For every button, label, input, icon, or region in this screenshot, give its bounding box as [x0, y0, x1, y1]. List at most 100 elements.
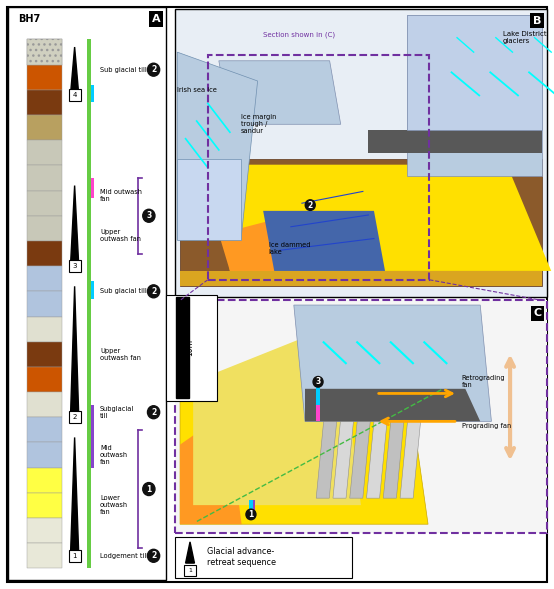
Bar: [91, 85, 94, 102]
Polygon shape: [294, 305, 491, 421]
Polygon shape: [350, 421, 370, 498]
Text: Sub glacial till: Sub glacial till: [100, 67, 147, 72]
Text: Upper
outwash fan: Upper outwash fan: [100, 230, 141, 243]
Bar: [27, 417, 62, 442]
Bar: [27, 90, 62, 115]
Bar: [94, 39, 95, 568]
Text: C: C: [534, 309, 541, 318]
Bar: [175, 300, 547, 533]
Text: Lower
outwash
fan: Lower outwash fan: [100, 495, 128, 515]
Text: 3: 3: [146, 211, 151, 220]
Bar: [176, 297, 189, 398]
Text: 4: 4: [73, 92, 77, 98]
Text: 2: 2: [151, 65, 156, 74]
Text: Lodgement till: Lodgement till: [100, 553, 148, 559]
Text: 1: 1: [73, 553, 77, 559]
Bar: [27, 191, 62, 216]
Polygon shape: [70, 286, 79, 417]
Bar: [27, 39, 62, 65]
Polygon shape: [177, 52, 258, 240]
Polygon shape: [219, 61, 341, 124]
Bar: [166, 294, 217, 401]
Text: 1: 1: [146, 485, 151, 494]
Bar: [27, 216, 62, 241]
Bar: [175, 9, 547, 297]
Bar: [175, 537, 352, 578]
Polygon shape: [219, 165, 551, 271]
Bar: [208, 55, 429, 280]
Circle shape: [246, 509, 256, 519]
Text: B: B: [533, 16, 542, 25]
Polygon shape: [305, 389, 480, 421]
Bar: [27, 241, 62, 266]
Text: Mid outwash
fan: Mid outwash fan: [100, 189, 142, 202]
Text: BH7: BH7: [18, 14, 40, 24]
Text: 2: 2: [151, 551, 156, 560]
Bar: [27, 468, 62, 493]
Polygon shape: [263, 211, 385, 271]
FancyBboxPatch shape: [69, 89, 81, 101]
Text: Irish sea ice: Irish sea ice: [177, 87, 217, 92]
Bar: [27, 367, 62, 392]
Circle shape: [147, 406, 160, 419]
Text: 2: 2: [307, 201, 313, 210]
Polygon shape: [70, 186, 79, 266]
Bar: [27, 292, 62, 316]
Polygon shape: [383, 421, 404, 498]
Text: Ice dammed
lake: Ice dammed lake: [269, 242, 310, 255]
FancyBboxPatch shape: [184, 565, 196, 576]
Polygon shape: [219, 217, 313, 271]
Text: 1: 1: [188, 568, 192, 573]
Polygon shape: [400, 421, 420, 498]
Polygon shape: [407, 15, 542, 176]
Bar: [27, 442, 62, 468]
Polygon shape: [193, 324, 361, 505]
Polygon shape: [407, 15, 542, 130]
Polygon shape: [186, 542, 194, 563]
FancyBboxPatch shape: [69, 550, 81, 562]
Bar: [316, 377, 320, 405]
Text: Glacial advance-
retreat sequence: Glacial advance- retreat sequence: [207, 547, 276, 567]
Text: Sub glacial till: Sub glacial till: [100, 289, 147, 294]
Circle shape: [143, 482, 155, 495]
Text: Ice margin
trough /
sandur: Ice margin trough / sandur: [241, 114, 276, 134]
Text: Subglacial
till: Subglacial till: [100, 406, 134, 419]
Text: Mid
outwash
fan: Mid outwash fan: [100, 445, 128, 465]
Bar: [27, 65, 62, 90]
Text: 3: 3: [315, 378, 321, 386]
Text: Retrograding
fan: Retrograding fan: [461, 375, 505, 388]
Text: 10m: 10m: [186, 339, 194, 356]
FancyBboxPatch shape: [69, 411, 81, 423]
Bar: [27, 518, 62, 543]
Bar: [27, 115, 62, 140]
Bar: [249, 501, 253, 517]
Circle shape: [305, 200, 315, 210]
Text: 2: 2: [73, 414, 77, 421]
Bar: [253, 501, 255, 517]
Bar: [27, 39, 62, 65]
Bar: [27, 493, 62, 518]
Bar: [27, 140, 62, 166]
Polygon shape: [180, 271, 542, 286]
Circle shape: [147, 285, 160, 298]
Polygon shape: [180, 312, 428, 524]
Polygon shape: [367, 421, 387, 498]
Text: 2: 2: [151, 287, 156, 296]
Bar: [27, 392, 62, 417]
Bar: [91, 405, 94, 468]
Polygon shape: [180, 412, 242, 524]
Polygon shape: [368, 130, 542, 153]
Polygon shape: [333, 421, 353, 498]
Polygon shape: [177, 159, 241, 240]
FancyBboxPatch shape: [69, 260, 81, 272]
Circle shape: [313, 376, 323, 387]
Text: 2: 2: [151, 408, 156, 417]
Polygon shape: [180, 159, 542, 286]
Text: 3: 3: [73, 263, 77, 269]
Text: Lake District
glaciers: Lake District glaciers: [503, 31, 547, 44]
Bar: [27, 342, 62, 367]
Bar: [27, 543, 62, 568]
Bar: [91, 178, 94, 198]
Circle shape: [143, 209, 155, 222]
Bar: [87, 39, 90, 568]
